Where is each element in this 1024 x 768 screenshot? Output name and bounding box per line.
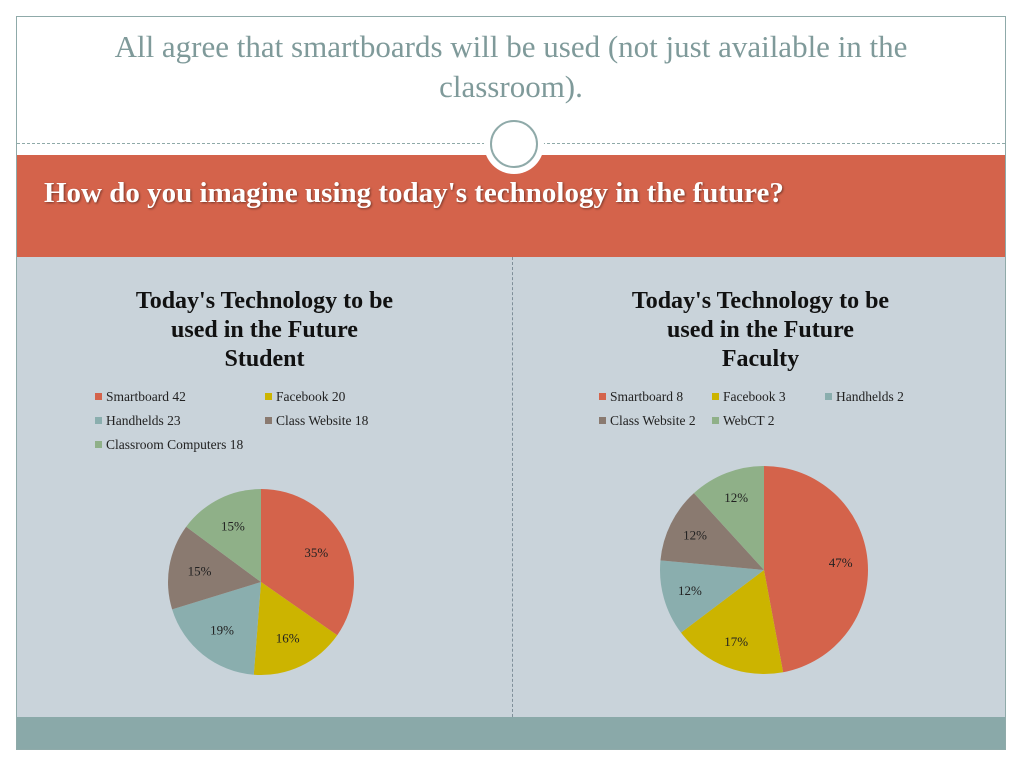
student-chart-title: Today's Technology to be used in the Fut… [57,287,472,374]
column-separator [512,257,513,717]
chart-title-line: Today's Technology to be [631,288,890,314]
pie-slice [681,570,784,675]
chart-title-line: used in the Future [171,317,358,343]
legend-label: Smartboard 42 [106,389,186,404]
legend-label: Facebook 20 [276,389,346,404]
pie-data-label: 35% [304,545,328,560]
faculty-pie: 47% 17% 12% 12% 12% [660,466,869,675]
legend-swatch [825,393,832,401]
section-title: How do you imagine using today's technol… [44,177,784,209]
pie-slice [168,526,261,610]
legend-item: Facebook 3 [712,389,786,405]
pie-slice [253,582,338,675]
legend-label: Class Website 18 [276,413,369,428]
legend-label: Class Website 2 [610,413,696,428]
legend-swatch [95,393,102,401]
legend-label: Classroom Computers 18 [106,437,244,452]
pie-data-label: 16% [276,630,300,645]
footer-bar [17,717,1005,749]
chart-title-line: Student [224,346,305,372]
legend-swatch [265,417,272,425]
legend-label: Smartboard 8 [610,389,684,404]
circle-ornament-icon [484,114,544,174]
circle-ring-icon [490,120,538,168]
legend-swatch [95,441,102,449]
legend-item: Smartboard 8 [599,389,683,405]
legend-label: Handhelds 23 [106,413,181,428]
legend-swatch [95,417,102,425]
legend-swatch [599,417,606,425]
content-area: Today's Technology to be used in the Fut… [17,257,1005,717]
pie-slice [660,493,764,570]
legend-item: Classroom Computers 18 [95,437,243,453]
pie-slice [186,489,261,582]
pie-slice [660,560,764,633]
faculty-chart-title: Today's Technology to be used in the Fut… [553,287,968,374]
pie-slice [693,466,764,570]
legend-label: WebCT 2 [723,413,775,428]
legend-swatch [599,393,606,401]
pie-data-label: 12% [678,583,702,598]
legend-item: Class Website 18 [265,413,368,429]
pie-data-label: 15% [188,564,212,579]
student-chart: Today's Technology to be used in the Fut… [17,257,512,717]
legend-item: WebCT 2 [712,413,775,429]
legend-label: Handhelds 2 [836,389,904,404]
legend-item: Handhelds 2 [825,389,904,405]
chart-title-line: Faculty [721,346,800,372]
chart-title-line: used in the Future [667,317,854,343]
legend-label: Facebook 3 [723,389,786,404]
legend-item: Smartboard 42 [95,389,186,405]
legend-item: Handhelds 23 [95,413,181,429]
pie-data-label: 12% [724,490,748,505]
pie-slice [261,489,355,636]
student-pie: 35% 16% 19% 15% 15% [168,489,355,675]
pie-data-label: 47% [829,555,853,570]
pie-slice [172,582,261,675]
legend-swatch [712,417,719,425]
slide-headline: All agree that smartboards will be used … [114,29,908,104]
slide-frame: All agree that smartboards will be used … [16,16,1006,750]
faculty-chart: Today's Technology to be used in the Fut… [513,257,1005,717]
pie-data-label: 12% [683,528,707,543]
chart-title-line: Today's Technology to be [135,288,394,314]
pie-data-label: 15% [221,518,245,533]
pie-data-label: 19% [210,623,234,638]
legend-item: Facebook 20 [265,389,345,405]
legend-swatch [712,393,719,401]
pie-data-label: 17% [724,634,748,649]
pie-slice [764,466,869,673]
legend-item: Class Website 2 [599,413,696,429]
section-band: How do you imagine using today's technol… [17,155,1005,257]
legend-swatch [265,393,272,401]
